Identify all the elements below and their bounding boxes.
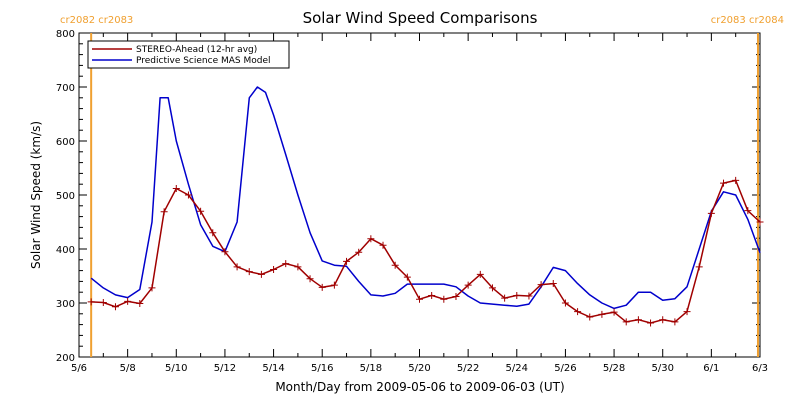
- data-point-marker: [391, 261, 399, 269]
- legend-entry-label: STEREO-Ahead (12-hr avg): [136, 45, 257, 55]
- data-point-marker: [488, 284, 496, 292]
- x-tick-label: 5/26: [554, 363, 576, 374]
- x-tick-label: 6/3: [752, 363, 768, 374]
- data-point-marker: [209, 229, 217, 237]
- data-point-marker: [513, 291, 521, 299]
- x-tick-label: 5/14: [262, 363, 284, 374]
- data-point-marker: [416, 295, 423, 303]
- x-tick-label: 5/8: [120, 363, 136, 374]
- data-point-marker: [233, 263, 241, 271]
- data-point-marker: [245, 268, 253, 276]
- data-point-marker: [172, 185, 180, 193]
- plot-frame: [78, 32, 761, 358]
- data-point-marker: [634, 316, 642, 324]
- y-tick-label: 300: [56, 299, 75, 310]
- x-tick-label: 5/20: [408, 363, 430, 374]
- x-tick-label: 6/1: [703, 363, 719, 374]
- y-tick-label: 500: [56, 191, 75, 202]
- data-point-marker: [282, 260, 290, 268]
- data-point-marker: [111, 303, 119, 311]
- y-tick-label: 800: [56, 29, 75, 40]
- y-tick-label: 600: [56, 137, 75, 148]
- y-tick-label: 200: [56, 353, 75, 364]
- x-tick-label: 5/10: [165, 363, 187, 374]
- data-point-marker: [647, 319, 655, 327]
- data-point-marker: [537, 281, 545, 289]
- carrington-label: cr2082 cr2083: [60, 15, 133, 26]
- data-point-marker: [355, 248, 363, 256]
- data-point-marker: [549, 280, 557, 288]
- data-point-marker: [343, 257, 351, 265]
- data-point-marker: [671, 318, 679, 326]
- data-point-marker: [586, 313, 594, 321]
- data-point-marker: [464, 281, 472, 289]
- data-point-marker: [148, 284, 156, 292]
- data-point-marker: [452, 293, 460, 301]
- data-point-marker: [294, 263, 302, 271]
- y-tick-label: 700: [56, 83, 75, 94]
- x-tick-label: 5/28: [603, 363, 625, 374]
- data-point-marker: [561, 299, 569, 307]
- data-point-marker: [403, 273, 411, 281]
- data-point-marker: [270, 266, 278, 274]
- data-point-marker: [525, 292, 533, 300]
- x-tick-label: 5/18: [360, 363, 382, 374]
- data-point-marker: [440, 295, 448, 303]
- x-tick-label: 5/30: [651, 363, 673, 374]
- data-point-marker: [221, 248, 229, 256]
- carrington-label: cr2083 cr2084: [711, 15, 784, 26]
- data-point-marker: [306, 275, 314, 283]
- chart-title: Solar Wind Speed Comparisons: [303, 9, 538, 27]
- data-point-marker: [379, 241, 387, 249]
- x-tick-label: 5/16: [311, 363, 333, 374]
- data-point-marker: [695, 263, 703, 271]
- x-tick-label: 5/6: [71, 363, 87, 374]
- data-point-marker: [501, 294, 509, 302]
- data-point-marker: [87, 298, 95, 306]
- data-point-marker: [428, 291, 436, 299]
- data-point-marker: [160, 208, 168, 216]
- series-line: [90, 86, 761, 310]
- data-point-marker: [744, 207, 752, 215]
- legend-box: [87, 40, 290, 69]
- x-axis-title: Month/Day from 2009-05-06 to 2009-06-03 …: [275, 380, 564, 394]
- data-point-marker: [184, 191, 192, 199]
- data-point-marker: [476, 270, 484, 278]
- data-point-marker: [720, 179, 728, 187]
- data-point-marker: [124, 297, 132, 305]
- legend: STEREO-Ahead (12-hr avg)Predictive Scien…: [87, 40, 290, 69]
- plot-area: 200 300 400 500 600 700 800 5/6 5/8 5/10 5/12 5/14 5…: [56, 15, 784, 374]
- data-point-marker: [257, 270, 265, 278]
- data-point-marker: [136, 300, 144, 308]
- x-tick-label: 5/12: [214, 363, 236, 374]
- data-point-marker: [574, 308, 582, 316]
- legend-entry-label: Predictive Science MAS Model: [136, 56, 271, 66]
- data-point-marker: [318, 283, 326, 291]
- series-line: [91, 179, 761, 324]
- data-point-marker: [610, 308, 618, 316]
- data-point-marker: [756, 218, 764, 226]
- data-point-marker: [683, 308, 691, 316]
- data-point-marker: [99, 298, 107, 306]
- y-axis-title: Solar Wind Speed (km/s): [29, 121, 43, 269]
- data-point-marker: [659, 316, 667, 324]
- data-point-marker: [367, 235, 375, 243]
- data-point-marker: [598, 310, 606, 318]
- x-tick-label: 5/22: [457, 363, 479, 374]
- x-tick-label: 5/24: [506, 363, 528, 374]
- data-point-marker: [707, 209, 715, 217]
- data-point-marker: [622, 318, 630, 326]
- y-tick-label: 400: [56, 245, 75, 256]
- data-point-marker: [197, 207, 205, 215]
- data-point-marker: [330, 281, 338, 289]
- data-point-marker: [732, 176, 740, 184]
